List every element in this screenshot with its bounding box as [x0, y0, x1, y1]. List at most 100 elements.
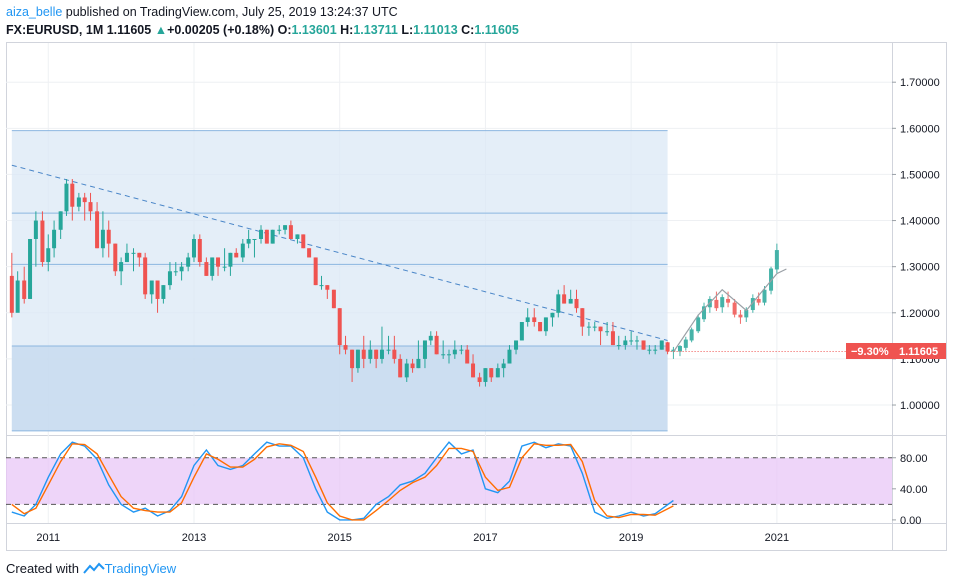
candle-body	[40, 220, 45, 263]
candle	[331, 289, 336, 309]
candle-body	[137, 252, 142, 258]
candle-body	[343, 345, 348, 350]
candle-body	[70, 183, 75, 207]
candle	[252, 239, 257, 258]
author-link[interactable]: aiza_belle	[6, 5, 63, 19]
candle-body	[671, 349, 676, 352]
price-tag-bg	[846, 343, 946, 359]
symbol-label: FX:EURUSD, 1M	[6, 23, 104, 37]
candle-body	[288, 225, 293, 239]
x-tick-label: 2017	[473, 532, 497, 544]
candle-body	[379, 349, 384, 359]
candle	[350, 349, 355, 382]
candle	[489, 368, 494, 382]
y-tick-label: 1.20000	[900, 308, 940, 320]
candle-body	[714, 299, 719, 309]
candle	[392, 335, 397, 364]
candle	[653, 345, 658, 355]
x-tick-label: 2011	[36, 532, 60, 544]
candle-body	[350, 349, 355, 369]
projection-candle	[732, 298, 737, 318]
candle	[610, 322, 615, 346]
candle-body	[9, 275, 14, 313]
candle	[234, 248, 239, 258]
candle	[501, 358, 506, 378]
candle-body	[434, 335, 439, 355]
y-tick-label: 1.50000	[900, 169, 940, 181]
y-tick-label: 1.30000	[900, 262, 940, 274]
candle	[22, 266, 27, 304]
x-tick-label: 2013	[182, 532, 206, 544]
candle-body	[562, 294, 567, 304]
candle-body	[33, 220, 38, 239]
candle-body	[598, 326, 603, 332]
candle-body	[355, 349, 360, 369]
candle-body	[368, 349, 373, 359]
candle	[222, 248, 227, 272]
candle-body	[762, 289, 767, 303]
open-value: 1.13601	[291, 23, 337, 37]
candle-body	[452, 349, 457, 355]
candle-body	[240, 243, 245, 258]
candle-body	[471, 363, 476, 378]
projection-candle	[683, 336, 688, 351]
candle-body	[459, 349, 464, 351]
candle	[386, 335, 391, 355]
x-tick-label: 2019	[619, 532, 643, 544]
candle	[46, 234, 51, 272]
candle-body	[197, 239, 202, 263]
candle-body	[568, 298, 573, 304]
y-tick-label: 1.40000	[900, 216, 940, 228]
candle	[283, 225, 288, 235]
candle	[580, 308, 585, 336]
tradingview-brand[interactable]: TradingView	[104, 561, 177, 576]
candle-body	[307, 248, 312, 258]
candle-body	[301, 234, 306, 249]
projection-candle	[689, 327, 694, 343]
candle-body	[543, 317, 548, 332]
candle	[173, 262, 178, 276]
candle-body	[28, 239, 33, 299]
candle-body	[653, 349, 658, 351]
candle-body	[489, 368, 494, 378]
candle	[441, 340, 446, 359]
candle-body	[124, 252, 129, 263]
candle-body	[519, 322, 524, 341]
candle	[452, 340, 457, 359]
candle-body	[580, 308, 585, 327]
candle-body	[222, 266, 227, 268]
osc-y-tick-label: 0.00	[900, 515, 921, 527]
candle	[434, 331, 439, 355]
candle	[665, 341, 670, 355]
candle	[465, 345, 470, 364]
candle-body	[574, 298, 579, 309]
candle-body	[15, 280, 20, 313]
candle-body	[167, 271, 172, 286]
candle	[246, 229, 251, 249]
candle-body	[325, 285, 330, 290]
projection-candle	[720, 294, 725, 313]
candle	[167, 262, 172, 290]
candle-body	[295, 234, 300, 239]
candle	[562, 285, 567, 304]
candle	[483, 368, 488, 387]
last-price-tag: −9.30% 1.11605	[846, 343, 946, 359]
main-pane-frame	[6, 42, 947, 551]
candle-body	[106, 229, 111, 244]
candle	[471, 354, 476, 378]
candle-body	[514, 340, 519, 350]
candle	[210, 257, 215, 281]
candle	[598, 326, 603, 346]
candle-body	[696, 317, 701, 332]
price-change: +0.00205 (+0.18%)	[167, 23, 275, 37]
candle-body	[465, 349, 470, 364]
candle	[629, 331, 634, 346]
candle-body	[386, 349, 391, 351]
candle-body	[398, 358, 403, 378]
candle-body	[210, 257, 215, 276]
candle	[186, 252, 191, 272]
candle-body	[161, 285, 166, 299]
candle	[119, 257, 124, 286]
candle	[58, 211, 63, 239]
